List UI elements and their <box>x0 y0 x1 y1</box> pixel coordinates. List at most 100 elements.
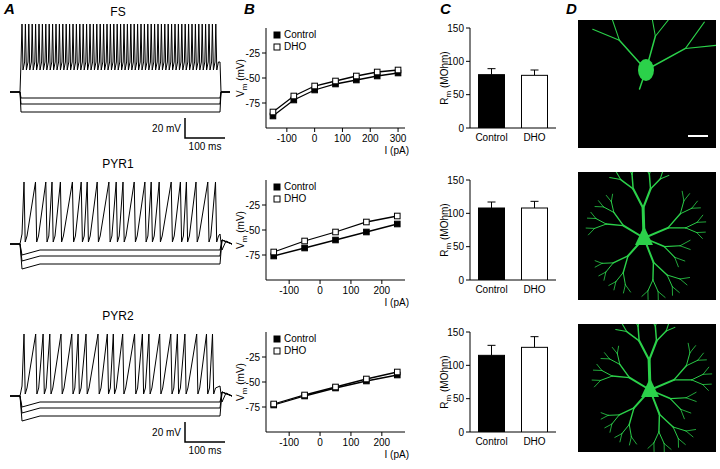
x-tick-label: -100 <box>279 437 299 448</box>
y-tick-label: -50 <box>246 377 261 388</box>
dendrite <box>638 326 639 341</box>
bar-chart: 050100150Rm (MOhm)ControlDHO <box>439 327 556 448</box>
x-tick-label: 300 <box>390 133 407 144</box>
x-tick-label: 200 <box>373 285 390 296</box>
dendrite <box>597 364 602 370</box>
dendrite <box>602 371 612 377</box>
x-tick <box>342 128 343 132</box>
dendrite <box>670 397 686 399</box>
dendrite <box>688 343 690 353</box>
scale-bar-label: 100 ms <box>189 445 222 456</box>
dendrite <box>601 415 608 419</box>
label-part: (mV) <box>235 211 246 235</box>
data-point <box>364 376 370 382</box>
y-tick <box>466 432 470 433</box>
cell-label: FS <box>110 5 125 19</box>
category-label: DHO <box>523 284 545 295</box>
panel-label: A <box>3 0 15 17</box>
y-tick <box>262 382 266 383</box>
dendrite <box>673 427 678 439</box>
dendrite <box>629 437 631 445</box>
dendrite <box>638 324 641 326</box>
y-tick <box>262 53 266 54</box>
dendrite <box>592 380 600 381</box>
dendrite <box>649 174 650 189</box>
dendrite <box>608 414 619 415</box>
dendrite <box>666 327 675 331</box>
legend-label: Control <box>284 333 316 344</box>
legend-label: Control <box>284 181 316 192</box>
panel-label: B <box>244 0 255 17</box>
y-tick-label: -75 <box>246 402 261 413</box>
x-tick <box>320 280 321 284</box>
data-point <box>333 237 339 243</box>
dendrite <box>697 221 706 222</box>
y-tick <box>466 180 470 181</box>
dendrite <box>613 256 628 263</box>
dendrite <box>680 240 690 245</box>
y-tick-label: -25 <box>246 48 261 59</box>
dendrite <box>659 414 673 427</box>
x-axis <box>266 280 405 281</box>
trace-step <box>10 92 230 112</box>
series-line <box>274 224 398 256</box>
data-point <box>312 83 318 89</box>
dendrite <box>648 443 654 449</box>
dendrite <box>692 201 698 208</box>
dendrite <box>659 432 664 444</box>
dendrite <box>674 366 686 380</box>
series-line <box>273 70 398 112</box>
y-tick <box>466 94 470 95</box>
dendrite <box>685 45 715 48</box>
dendrite <box>623 273 625 285</box>
dendrite <box>612 376 629 378</box>
legend-swatch <box>274 348 280 354</box>
dendrite <box>670 399 680 410</box>
panel-label: C <box>440 0 452 17</box>
neuron <box>592 324 712 452</box>
dendrite <box>703 373 712 374</box>
x-tick-label: 100 <box>343 285 360 296</box>
dendrite <box>675 257 679 266</box>
dendrite <box>591 212 596 218</box>
label-part: (mV) <box>235 59 246 83</box>
dendrite <box>649 172 652 174</box>
plot-area <box>479 337 548 432</box>
dendrite <box>621 324 626 332</box>
y-tick <box>262 255 266 256</box>
dendrite <box>703 367 709 374</box>
y-tick <box>262 78 266 79</box>
dendrite <box>611 202 614 213</box>
x-tick <box>286 128 287 132</box>
dendrite <box>609 282 616 286</box>
neuron-image <box>578 165 716 300</box>
dendrite <box>664 444 671 450</box>
bar <box>522 347 548 432</box>
y-axis <box>470 28 471 128</box>
soma <box>641 378 659 397</box>
scale-bar <box>185 118 225 138</box>
x-tick-label: 100 <box>334 133 351 144</box>
plot-area <box>270 67 401 119</box>
dendrite <box>588 228 594 234</box>
trace-spikes <box>10 334 232 402</box>
x-axis-label: I (pA) <box>385 145 409 156</box>
label-part: (MOhm) <box>439 355 450 394</box>
dendrite <box>649 341 656 360</box>
dendrite <box>703 384 712 385</box>
dendrite <box>697 215 703 222</box>
dendrite <box>631 437 636 444</box>
dendrite <box>697 232 706 233</box>
trace-step <box>10 240 232 269</box>
dendrite <box>653 443 654 452</box>
image-background <box>578 324 716 452</box>
label-part: R <box>439 97 450 104</box>
dendrite <box>594 380 600 386</box>
series-line <box>274 375 398 405</box>
error-bar <box>491 69 492 75</box>
y-tick <box>466 28 470 29</box>
plot-area <box>479 69 548 128</box>
dendrite <box>655 20 670 36</box>
dendrite <box>595 261 602 264</box>
panel-label: D <box>566 0 577 17</box>
